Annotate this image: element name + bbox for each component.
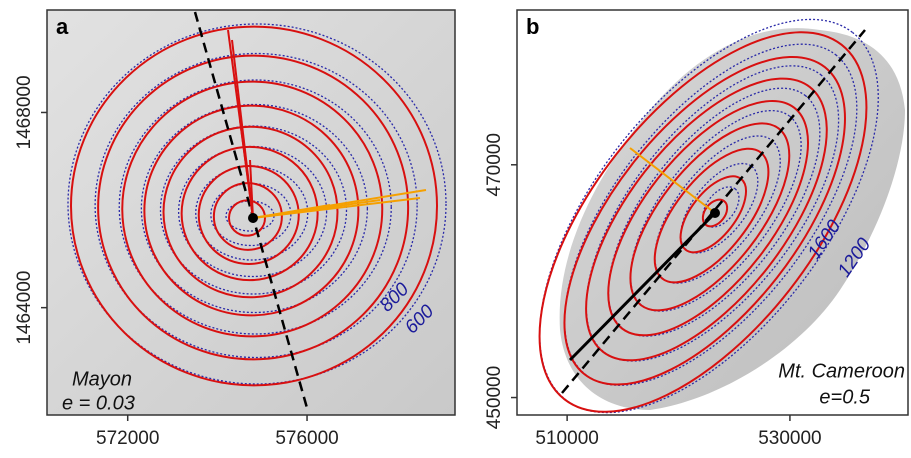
x-tick-label: 572000 — [96, 428, 159, 449]
contours-b — [538, 18, 905, 414]
y-tick-label: 450000 — [484, 366, 505, 429]
contour-fit — [585, 77, 828, 362]
contour-fit — [607, 99, 810, 337]
orange-rays — [252, 189, 427, 219]
contour-fit — [653, 147, 770, 284]
contour-dotted — [702, 186, 740, 228]
annotation: e = 0.03 — [62, 392, 135, 414]
panel-label: b — [526, 14, 539, 39]
contour-fit — [197, 165, 300, 265]
panel-label: a — [56, 14, 69, 39]
y-tick-label: 1464000 — [14, 271, 35, 345]
y-tick-label: 470000 — [484, 133, 505, 196]
red-rays — [227, 29, 254, 219]
y-tick-label: 1468000 — [14, 75, 35, 149]
contour-fit — [97, 54, 410, 361]
orange-ray — [629, 147, 716, 214]
x-tick-label: 530000 — [758, 428, 821, 449]
annotation: e=0.5 — [819, 386, 870, 408]
contour-dotted — [140, 103, 369, 314]
contours-a — [67, 11, 447, 409]
contour-fit — [143, 104, 360, 317]
contour-fit — [180, 145, 319, 282]
contour-fit — [70, 25, 438, 387]
contour-fit — [629, 122, 791, 312]
rift — [568, 211, 717, 362]
contour-fit — [162, 125, 339, 299]
frame — [46, 9, 456, 416]
axis-line — [193, 11, 309, 409]
contour-dotted — [607, 87, 821, 337]
annotation: Mayon — [72, 368, 132, 390]
vent — [710, 208, 720, 218]
x-tick-label: 510000 — [535, 428, 598, 449]
contour-fit — [121, 80, 384, 338]
panel-b: b Mt. Cameroon e=0.5 1600 1200 — [516, 9, 909, 416]
panel-a: a Mayon e = 0.03 800 600 — [46, 9, 456, 416]
contour-dotted — [67, 23, 447, 385]
contour-dotted — [118, 79, 392, 335]
contour-dotted — [195, 165, 309, 261]
contour-fit — [563, 55, 846, 386]
annotation: Mt. Cameroon — [778, 360, 905, 382]
contour-dotted — [210, 182, 292, 247]
contour-dotted — [94, 52, 418, 359]
frame — [516, 9, 909, 416]
contour-fit — [538, 31, 868, 413]
contour-dotted — [629, 109, 802, 312]
contour-dotted — [585, 65, 840, 362]
contour-dotted — [177, 145, 328, 278]
x-tick-label: 576000 — [275, 428, 338, 449]
vent — [248, 213, 258, 223]
